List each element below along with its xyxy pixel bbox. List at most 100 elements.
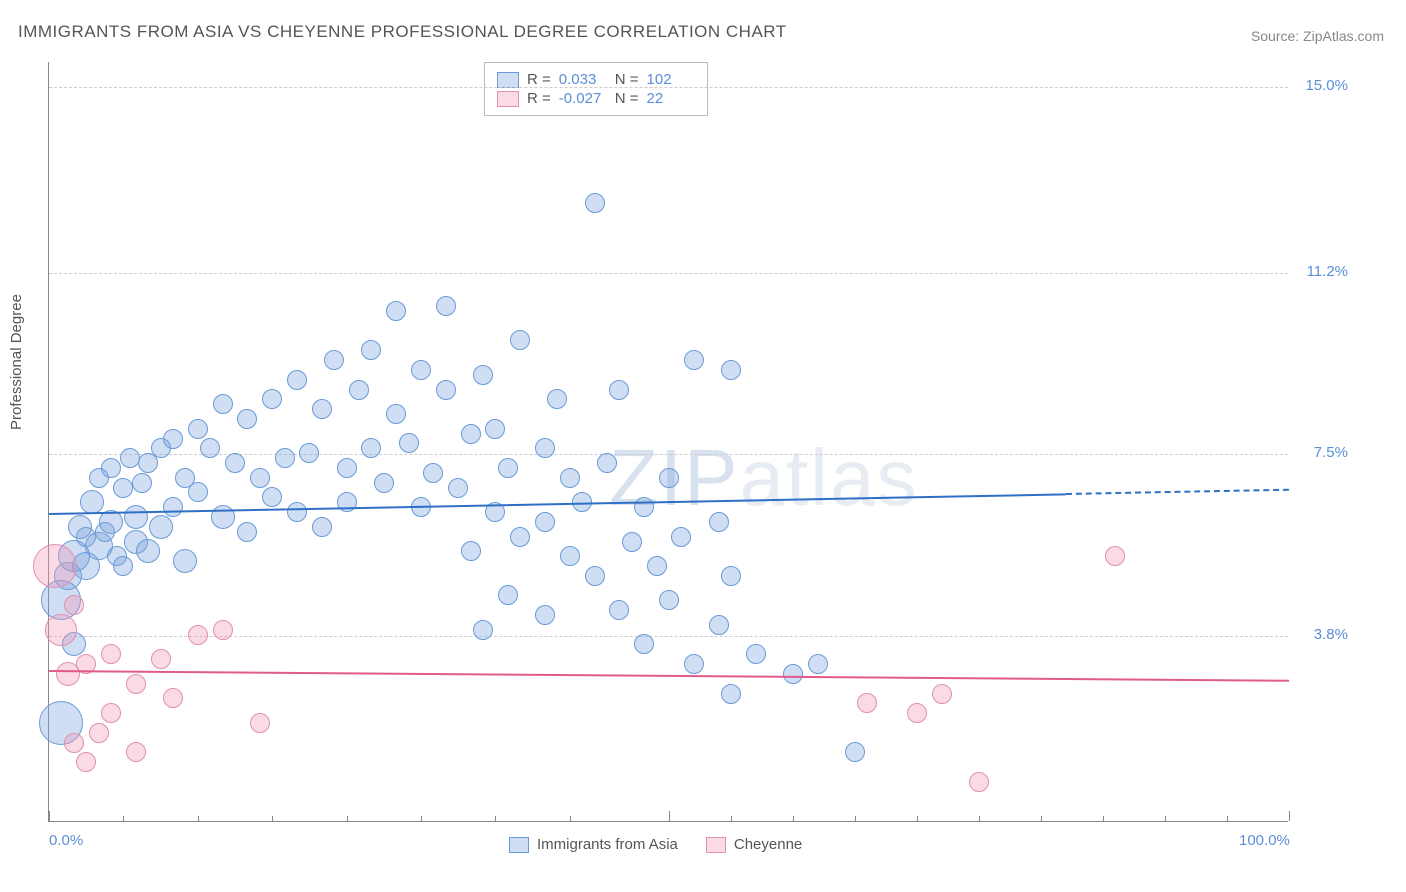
scatter-point	[188, 625, 208, 645]
scatter-point	[200, 438, 220, 458]
scatter-point	[721, 684, 741, 704]
scatter-point	[324, 350, 344, 370]
x-tick-minor	[570, 816, 571, 821]
legend-swatch	[706, 837, 726, 853]
y-tick-label: 11.2%	[1307, 263, 1348, 280]
x-tick	[669, 811, 670, 821]
scatter-point	[783, 664, 803, 684]
scatter-point	[857, 693, 877, 713]
scatter-point	[461, 541, 481, 561]
scatter-point	[436, 296, 456, 316]
y-tick-label: 7.5%	[1314, 444, 1348, 461]
scatter-point	[163, 497, 183, 517]
scatter-point	[436, 380, 456, 400]
chart-container: IMMIGRANTS FROM ASIA VS CHEYENNE PROFESS…	[0, 0, 1406, 892]
legend-n-label: N =	[615, 71, 639, 88]
legend-row: R =-0.027N =22	[497, 90, 695, 107]
x-tick-minor	[198, 816, 199, 821]
scatter-point	[647, 556, 667, 576]
x-tick-minor	[123, 816, 124, 821]
scatter-point	[411, 360, 431, 380]
scatter-point	[299, 443, 319, 463]
scatter-point	[907, 703, 927, 723]
x-tick-minor	[1103, 816, 1104, 821]
legend-n-value: 22	[647, 90, 695, 107]
scatter-point	[510, 330, 530, 350]
scatter-point	[473, 365, 493, 385]
x-tick-label: 100.0%	[1239, 832, 1290, 849]
gridline	[49, 636, 1288, 637]
scatter-point	[45, 614, 77, 646]
scatter-point	[510, 527, 530, 547]
scatter-point	[173, 549, 197, 573]
legend-r-value: 0.033	[559, 71, 607, 88]
scatter-point	[237, 409, 257, 429]
scatter-point	[634, 497, 654, 517]
trend-line-dashed	[1066, 489, 1289, 495]
scatter-point	[101, 644, 121, 664]
scatter-point	[113, 478, 133, 498]
scatter-point	[560, 468, 580, 488]
x-tick-minor	[855, 816, 856, 821]
y-tick-label: 15.0%	[1305, 77, 1348, 94]
scatter-point	[845, 742, 865, 762]
scatter-point	[535, 605, 555, 625]
scatter-point	[585, 566, 605, 586]
scatter-point	[634, 634, 654, 654]
scatter-point	[132, 473, 152, 493]
scatter-point	[399, 433, 419, 453]
series-legend: Immigrants from AsiaCheyenne	[509, 836, 802, 853]
scatter-point	[684, 654, 704, 674]
scatter-point	[361, 340, 381, 360]
scatter-point	[188, 482, 208, 502]
x-tick-minor	[1041, 816, 1042, 821]
scatter-point	[151, 649, 171, 669]
x-tick-minor	[793, 816, 794, 821]
gridline	[49, 87, 1288, 88]
scatter-point	[80, 490, 104, 514]
scatter-point	[101, 458, 121, 478]
scatter-point	[188, 419, 208, 439]
watermark-atlas: atlas	[739, 433, 918, 522]
scatter-point	[485, 419, 505, 439]
x-tick-minor	[421, 816, 422, 821]
scatter-point	[126, 742, 146, 762]
scatter-point	[275, 448, 295, 468]
scatter-point	[312, 517, 332, 537]
scatter-point	[932, 684, 952, 704]
scatter-point	[423, 463, 443, 483]
scatter-point	[498, 585, 518, 605]
plot-area: ZIPatlas R =0.033N =102R =-0.027N =22 Im…	[48, 62, 1288, 822]
scatter-point	[386, 301, 406, 321]
scatter-point	[622, 532, 642, 552]
scatter-point	[721, 566, 741, 586]
scatter-point	[609, 600, 629, 620]
scatter-point	[101, 703, 121, 723]
gridline	[49, 273, 1288, 274]
legend-r-label: R =	[527, 90, 551, 107]
scatter-point	[547, 389, 567, 409]
y-axis-label: Professional Degree	[8, 294, 25, 430]
legend-row: R =0.033N =102	[497, 71, 695, 88]
scatter-point	[262, 389, 282, 409]
scatter-point	[237, 522, 257, 542]
x-tick-minor	[272, 816, 273, 821]
source-label: Source: ZipAtlas.com	[1251, 28, 1384, 44]
scatter-point	[808, 654, 828, 674]
legend-n-value: 102	[647, 71, 695, 88]
scatter-point	[609, 380, 629, 400]
y-tick-label: 3.8%	[1314, 626, 1348, 643]
legend-swatch	[497, 72, 519, 88]
scatter-point	[213, 394, 233, 414]
x-tick-minor	[1165, 816, 1166, 821]
scatter-point	[250, 713, 270, 733]
x-tick	[49, 811, 50, 821]
x-tick-minor	[979, 816, 980, 821]
trend-line	[49, 670, 1289, 682]
scatter-point	[163, 429, 183, 449]
scatter-point	[498, 458, 518, 478]
series-label: Immigrants from Asia	[537, 836, 678, 853]
scatter-point	[386, 404, 406, 424]
scatter-point	[89, 723, 109, 743]
scatter-point	[461, 424, 481, 444]
